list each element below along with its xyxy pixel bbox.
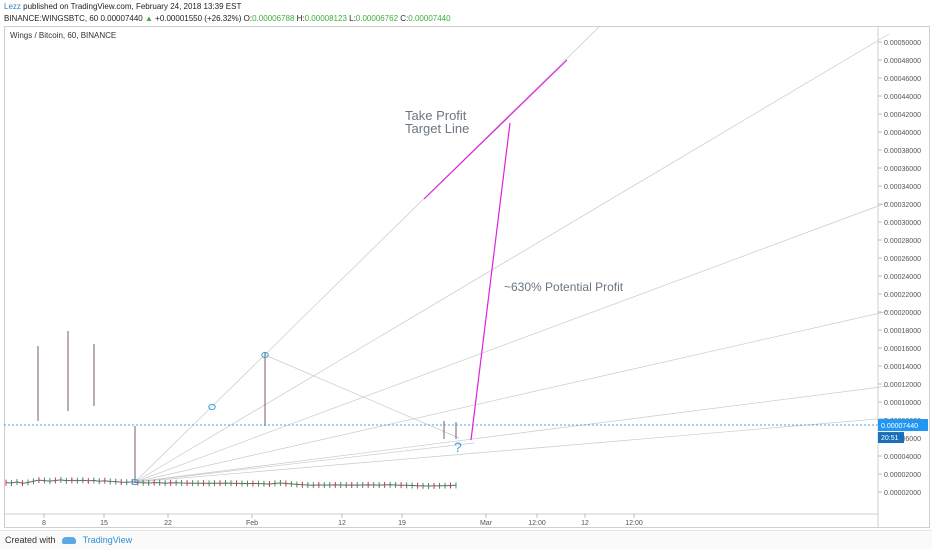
fan-line — [264, 354, 460, 439]
price-tick-label: 0.00044000 — [884, 94, 921, 101]
last-price: 0.00007440 — [100, 14, 143, 23]
point-marker — [208, 403, 216, 411]
symbol-label: BINANCE:WINGSBTC, 60 — [4, 14, 99, 23]
price-tick-label: 0.00050000 — [884, 40, 921, 47]
price-tick-label: 0.00002000 — [884, 472, 921, 479]
price-tick-label: 0.00046000 — [884, 76, 921, 83]
author-link[interactable]: Lezz — [4, 2, 21, 11]
potential-profit-line — [470, 122, 511, 441]
price-tick-label: 0.00012000 — [884, 382, 921, 389]
fan-line — [134, 33, 890, 483]
time-tick-label: 15 — [100, 520, 108, 527]
tradingview-logo-icon — [62, 537, 77, 544]
price-change: +0.00001550 (+26.32%) — [155, 14, 242, 23]
price-tick-label: 0.00024000 — [884, 274, 921, 281]
price-tick-label: 0.00016000 — [884, 346, 921, 353]
point-marker — [261, 351, 269, 359]
open-label: O: — [243, 14, 253, 23]
fan-line — [134, 26, 601, 483]
fan-line — [134, 201, 890, 483]
price-series — [5, 331, 457, 489]
close-value: 0.00007440 — [408, 14, 451, 23]
chart-frame — [4, 26, 930, 528]
time-tick-label: 12:00 — [625, 520, 643, 527]
potential-profit-text: ~630% Potential Profit — [504, 280, 624, 294]
low-value: 0.00006762 — [355, 14, 399, 23]
chart-header: Lezz published on TradingView.com, Febru… — [0, 0, 932, 26]
price-tick-label: 0.00004000 — [884, 454, 921, 461]
up-triangle-icon: ▲ — [144, 14, 153, 23]
price-tick-label: 0.00040000 — [884, 130, 921, 137]
gann-fan — [134, 26, 890, 483]
low-label: L: — [349, 14, 356, 23]
publish-info: published on TradingView.com, February 2… — [23, 2, 242, 11]
pane-title: Wings / Bitcoin, 60, BINANCE — [10, 31, 117, 40]
price-tick-label: 0.00018000 — [884, 328, 921, 335]
time-tick-label: 12 — [338, 520, 346, 527]
question-mark-annotation: ? — [454, 439, 462, 455]
time-tick-label: Feb — [246, 520, 258, 527]
high-label: H: — [296, 14, 305, 23]
price-tick-label: 0.00042000 — [884, 112, 921, 119]
take-profit-target-line — [423, 59, 568, 200]
price-tick-label: 0.00022000 — [884, 292, 921, 299]
price-tick-label: 0.00014000 — [884, 364, 921, 371]
time-tick-label: 19 — [398, 520, 406, 527]
price-tick-label: 0.00028000 — [884, 238, 921, 245]
price-tick-label: 0.00048000 — [884, 58, 921, 65]
close-label: C: — [400, 14, 409, 23]
fan-line — [134, 385, 890, 483]
fan-line — [134, 417, 890, 483]
open-value: 0.00006788 — [252, 14, 295, 23]
footer: Created with TradingView — [0, 530, 932, 550]
price-label-text: 0.00007440 — [881, 423, 918, 430]
time-tick-label: 8 — [42, 520, 46, 527]
tradingview-link[interactable]: TradingView — [82, 535, 133, 545]
countdown-label-text: 20:51 — [881, 435, 899, 442]
price-tick-label: 0.00030000 — [884, 220, 921, 227]
price-tick-label: 0.00026000 — [884, 256, 921, 263]
price-tick-label: 0.00038000 — [884, 148, 921, 155]
price-tick-label: 0.00034000 — [884, 184, 921, 191]
price-tick-label: 0.00032000 — [884, 202, 921, 209]
countdown-label-box — [878, 432, 904, 444]
time-tick-label: 22 — [164, 520, 172, 527]
point-marker — [131, 478, 139, 486]
price-tick-label: 0.00002000 — [884, 490, 921, 497]
ohlc-line: BINANCE:WINGSBTC, 60 0.00007440 ▲ +0.000… — [4, 13, 928, 25]
time-tick-label: Mar — [480, 520, 493, 527]
time-tick-label: 12 — [581, 520, 589, 527]
price-axis[interactable]: 0.000020000.000020000.000040000.00006000… — [877, 26, 928, 528]
take-profit-text-1: Take Profit — [405, 108, 467, 123]
publish-line: Lezz published on TradingView.com, Febru… — [4, 1, 928, 13]
time-tick-label: 12:00 — [528, 520, 546, 527]
price-tick-label: 0.00020000 — [884, 310, 921, 317]
time-axis[interactable]: 8 15 22 Feb 12 19 Mar 12:00 12 12:00 — [4, 513, 878, 527]
price-label-box — [878, 419, 928, 432]
price-tick-label: 0.00036000 — [884, 166, 921, 173]
fan-line — [134, 310, 890, 483]
chart-canvas[interactable]: 0.000020000.000020000.000040000.00006000… — [4, 26, 930, 528]
drawings — [131, 59, 568, 486]
high-value: 0.00008123 — [304, 14, 347, 23]
price-line-path — [5, 479, 457, 487]
price-tick-label: 0.00010000 — [884, 400, 921, 407]
created-with-text: Created with — [5, 535, 56, 545]
fan-line — [134, 442, 475, 483]
take-profit-text-2: Target Line — [405, 121, 469, 136]
